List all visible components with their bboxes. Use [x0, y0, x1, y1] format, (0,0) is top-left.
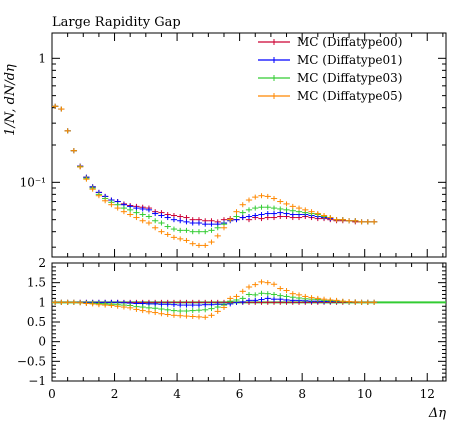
x-tick-label: 4 [173, 387, 181, 401]
legend-entry-label: MC (Diffatype00) [297, 35, 402, 49]
legend-entry-label: MC (Diffatype03) [297, 71, 402, 85]
x-tick-label: 6 [236, 387, 244, 401]
chart-marks [52, 103, 378, 320]
ratio-y-tick-label: 0 [38, 335, 46, 349]
chart-title: Large Rapidity Gap [52, 15, 181, 30]
ratio-y-tick-label: −0.5 [17, 354, 46, 368]
ratio-panel: 0 2 4 6 8 10 12 −1 −0.5 0 0.5 1 1.5 2 [17, 256, 447, 401]
main-series [52, 103, 378, 248]
x-tick-label: 0 [48, 387, 56, 401]
y-axis-label: 1/N, dN/dη [3, 64, 18, 136]
legend-entry-label: MC (Diffatype01) [297, 53, 402, 67]
x-tick-label: 2 [111, 387, 119, 401]
x-tick-label: 12 [420, 387, 435, 401]
main-y-tick-label: 10⁻¹ [20, 175, 46, 189]
main-y-tick-label: 1 [38, 51, 46, 65]
legend: MC (Diffatype00) MC (Diffatype01) MC (Diff… [258, 35, 402, 103]
ratio-y-tick-label: 0.5 [27, 315, 46, 329]
main-panel: 10⁻¹ 1 [20, 32, 447, 258]
main-series [52, 103, 378, 235]
ratio-y-tick-label: −1 [28, 374, 46, 388]
ratio-series [52, 279, 378, 320]
ratio-y-tick-label: 1.5 [27, 276, 46, 290]
ratio-frame [51, 262, 447, 382]
x-tick-label: 8 [298, 387, 306, 401]
x-axis-label: Δη [428, 406, 446, 421]
ratio-y-tick-label: 2 [38, 256, 46, 270]
main-series [52, 103, 378, 225]
main-series [52, 103, 378, 227]
legend-entry-label: MC (Diffatype05) [297, 89, 402, 103]
x-tick-label: 10 [357, 387, 372, 401]
ratio-y-tick-label: 1 [38, 295, 46, 309]
